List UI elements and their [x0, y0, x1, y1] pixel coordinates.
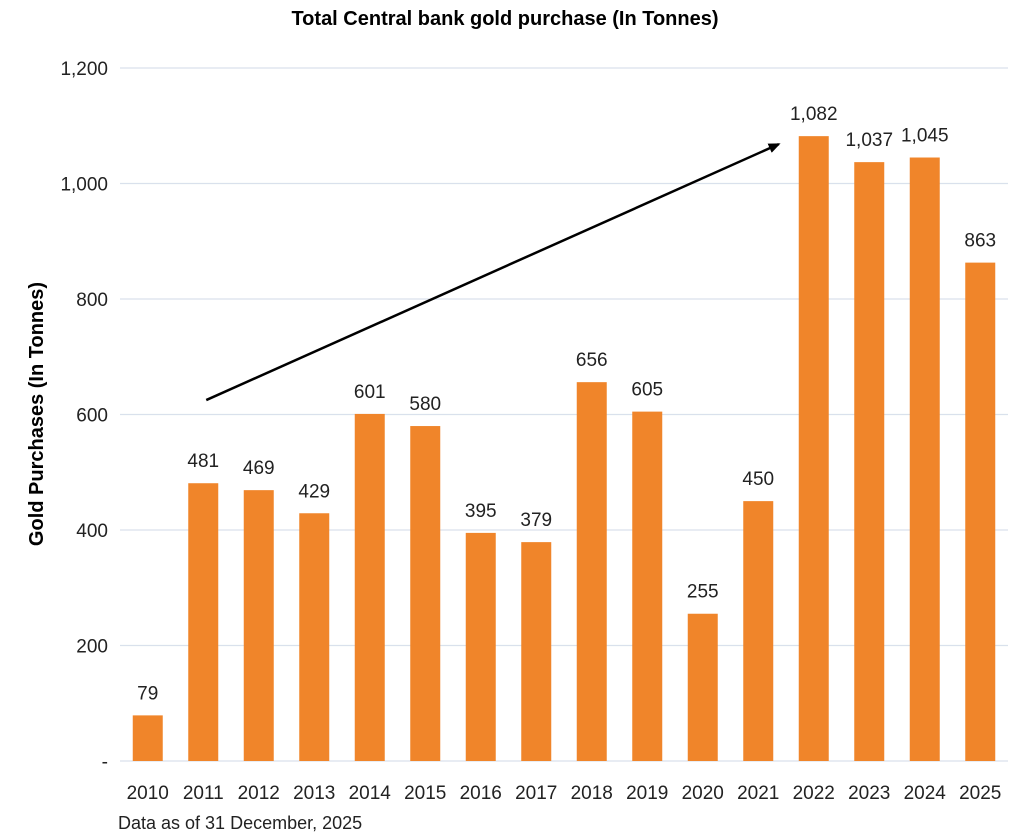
data-label-2025: 863: [964, 231, 996, 252]
data-label-2010: 79: [137, 683, 158, 704]
data-label-2020: 255: [687, 582, 719, 603]
data-label-2018: 656: [576, 350, 608, 371]
bar-2019: [632, 411, 663, 761]
x-tick-label-2021: 2021: [737, 783, 779, 804]
x-tick-label-2019: 2019: [626, 783, 668, 804]
x-tick-label-2014: 2014: [349, 783, 392, 804]
y-tick-label: 600: [76, 406, 108, 427]
x-tick-label-2015: 2015: [404, 783, 446, 804]
bars: [132, 136, 996, 761]
bar-2018: [576, 382, 607, 761]
x-tick-label-2013: 2013: [293, 783, 335, 804]
bar-2015: [410, 426, 441, 761]
bar-2011: [188, 483, 219, 761]
x-tick-label-2022: 2022: [793, 783, 835, 804]
bar-2017: [521, 542, 552, 761]
data-label-2021: 450: [742, 469, 774, 490]
trend-arrow-line: [205, 143, 781, 402]
data-label-2019: 605: [631, 380, 663, 401]
bar-2012: [243, 490, 274, 761]
footnote: Data as of 31 December, 2025: [118, 813, 362, 833]
bar-2025: [965, 262, 996, 761]
bar-2021: [743, 501, 774, 761]
x-tick-label-2020: 2020: [682, 783, 724, 804]
x-tick-label-2017: 2017: [515, 783, 557, 804]
y-tick-label: 200: [76, 637, 108, 658]
x-tick-label-2011: 2011: [183, 783, 224, 804]
x-tick-label-2016: 2016: [460, 783, 502, 804]
data-label-2022: 1,082: [790, 104, 838, 125]
trend-arrow: [205, 143, 781, 402]
x-tick-label-2023: 2023: [848, 783, 890, 804]
x-tick-label-2018: 2018: [571, 783, 613, 804]
y-tick-label: -: [102, 752, 108, 773]
bar-2020: [687, 613, 718, 761]
x-tick-label-2024: 2024: [904, 783, 947, 804]
y-tick-label: 1,200: [60, 59, 108, 80]
bar-2013: [299, 513, 330, 761]
data-label-2013: 429: [298, 481, 330, 502]
x-tick-label-2010: 2010: [127, 783, 169, 804]
bar-2024: [909, 157, 940, 761]
y-axis-ticks: - 200 400 600 800 1,000 1,200: [60, 59, 108, 773]
x-tick-label-2012: 2012: [238, 783, 280, 804]
x-axis-ticks: 2010 2011 2012 2013 2014 2015 2016 2017 2018 2019…: [127, 783, 1002, 804]
data-label-2012: 469: [243, 458, 275, 479]
data-label-2014: 601: [354, 382, 386, 403]
y-tick-label: 800: [76, 290, 108, 311]
chart-title: Total Central bank gold purchase (In Ton…: [291, 8, 718, 30]
data-label-2023: 1,037: [845, 130, 893, 151]
bar-2010: [132, 715, 163, 761]
data-label-2016: 395: [465, 501, 497, 522]
y-tick-label: 1,000: [60, 175, 108, 196]
bar-2022: [798, 136, 829, 761]
x-tick-label-2025: 2025: [959, 783, 1001, 804]
bar-2014: [354, 413, 385, 761]
data-label-2015: 580: [409, 394, 441, 415]
data-labels: 79 481 469 429 601 580 395 379 656 605 255 450 1,082…: [137, 104, 996, 704]
bar-2016: [465, 532, 496, 761]
y-tick-label: 400: [76, 521, 108, 542]
data-label-2011: 481: [187, 451, 219, 472]
data-label-2024: 1,045: [901, 126, 949, 147]
bar-2023: [854, 162, 885, 761]
y-axis-label: Gold Purchases (In Tonnes): [26, 282, 48, 546]
data-label-2017: 379: [520, 510, 552, 531]
